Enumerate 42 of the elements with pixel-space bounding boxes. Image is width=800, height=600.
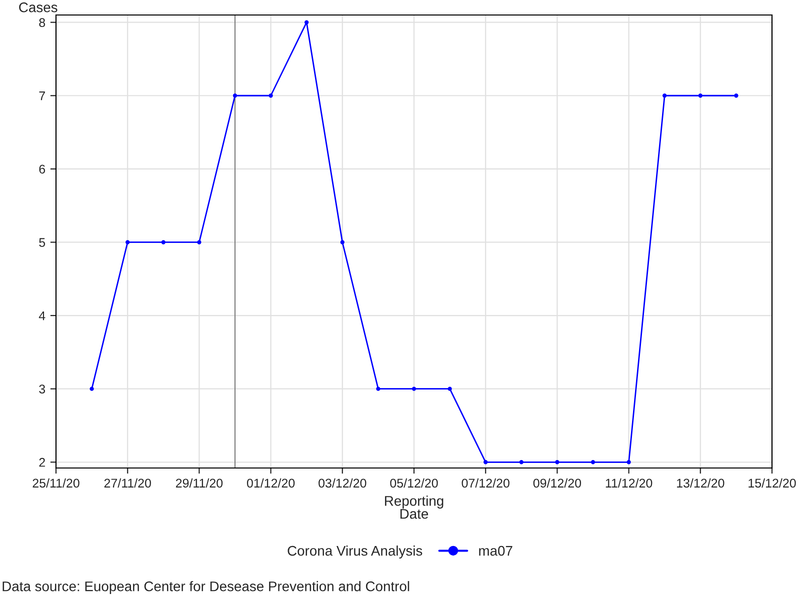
point [268,94,273,98]
point [126,240,130,244]
y-tick-label: 8 [39,18,46,27]
x-tick-label: 07/12/20 [462,478,510,488]
x-tick-label: 09/12/20 [533,478,582,488]
point [197,240,202,244]
point [304,20,309,24]
point [161,240,166,244]
point [519,460,524,464]
source-note: Data source: Euopean Center for Desease Prevention and Control [2,581,410,594]
point [590,460,596,464]
legend-label: ma07 [479,546,512,556]
x-tick-label: 03/12/20 [318,478,366,488]
legend-title: Corona Virus Analysis [288,546,422,558]
x-tick-label: 11/12/20 [606,478,652,488]
x-tick-label: 15/12/20 [748,478,796,488]
x-tick-label: 25/11/20 [32,478,80,488]
x-tick-label: 13/12/20 [677,478,724,488]
point [484,460,488,464]
y-axis-title: Cases [19,2,58,12]
point [448,386,452,391]
y-tick-label: 6 [39,164,46,174]
y-tick-label: 4 [38,311,46,320]
point [662,94,667,98]
point [626,460,631,464]
point [232,94,238,98]
y-tick-label: 2 [39,458,45,467]
y-tick-label: 3 [39,384,46,394]
point [555,460,560,464]
x-tick-label: 29/11/20 [176,478,223,488]
point [90,386,94,391]
point [412,386,416,391]
point [734,94,738,98]
point [340,240,344,244]
x-axis-title: Reporting Date [385,496,444,519]
point [376,386,380,391]
x-tick-label: 01/12/20 [246,478,295,488]
x-tick-label: 05/12/20 [390,478,438,488]
y-tick-label: 7 [39,92,45,100]
point [698,94,702,98]
y-tick-label: 5 [39,238,46,247]
x-tick-label: 27/11/20 [104,478,151,488]
